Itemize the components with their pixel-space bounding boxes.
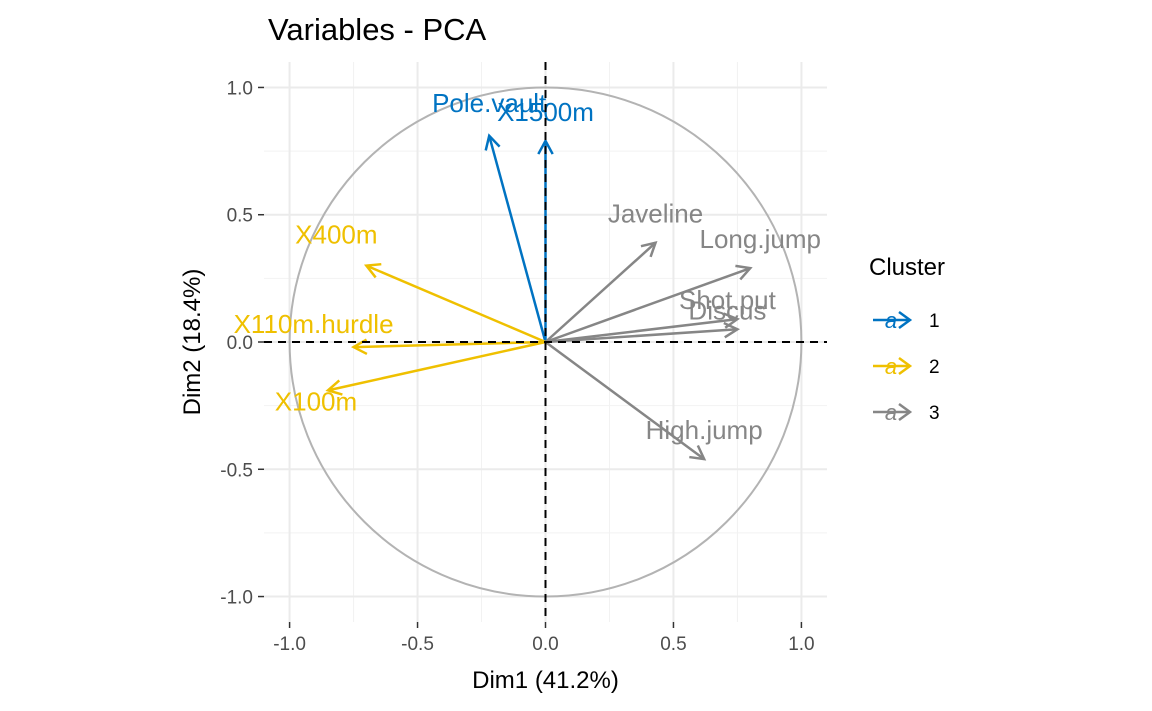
legend-key-arrow <box>898 402 913 422</box>
plot-panel: -1.0 -0.5 0.0 0.5 1.0 -1.0 -0.5 0.0 0.5 1.0 Pole.v… <box>220 62 827 655</box>
variable-arrow <box>487 135 547 343</box>
y-tick-label: 0.5 <box>227 206 253 227</box>
x-tick-label: 0.5 <box>660 634 686 655</box>
variable-label: Pole.vault <box>432 88 547 118</box>
variable-arrow <box>545 267 751 344</box>
y-tick-label: -0.5 <box>220 460 253 481</box>
variable-arrow <box>545 328 738 344</box>
legend-label: 1 <box>929 311 940 332</box>
x-tick-label: -0.5 <box>401 634 434 655</box>
variable-label: Javeline <box>608 199 703 229</box>
arrow-head <box>723 321 741 339</box>
variable-arrow <box>327 340 546 392</box>
x-tick-label: 0.0 <box>532 634 558 655</box>
arrow-head <box>484 133 501 151</box>
y-tick-label: 0.0 <box>227 333 253 354</box>
x-axis-title: Dim1 (41.2%) <box>472 667 619 694</box>
y-tick-label: -1.0 <box>220 588 253 609</box>
x-tick-label: 1.0 <box>788 634 814 655</box>
legend-title: Cluster <box>869 254 945 281</box>
variable-label: Discus <box>688 295 766 325</box>
legend-key-glyph: a <box>885 354 897 379</box>
arrow-head <box>735 264 753 281</box>
variable-label: X400m <box>295 220 377 250</box>
y-tick-label: 1.0 <box>227 78 253 99</box>
variable-label: Shot.put <box>679 285 777 315</box>
arrow-head <box>640 240 658 258</box>
variable-arrow <box>544 340 705 461</box>
legend-label: 3 <box>929 403 940 424</box>
variable-arrow <box>544 241 657 343</box>
chart-title: Variables - PCA <box>268 12 487 47</box>
legend-key-glyph: a <box>885 400 897 425</box>
variable-label: X110m.hurdle <box>234 309 394 339</box>
legend-key-arrow <box>898 356 913 376</box>
variable-label: Long.jump <box>700 224 821 254</box>
legend: Cluster a 1 a 2 a 3 <box>869 254 945 425</box>
y-axis-title: Dim2 (18.4%) <box>179 269 206 416</box>
arrow-head <box>689 444 707 461</box>
arrow-head <box>363 262 382 279</box>
legend-label: 2 <box>929 357 940 378</box>
legend-key-arrow <box>898 310 913 330</box>
x-tick-label: -1.0 <box>273 634 306 655</box>
variable-label: X100m <box>275 386 357 416</box>
arrow-head <box>537 138 554 155</box>
variable-arrow <box>545 317 738 344</box>
variable-arrow <box>365 264 546 344</box>
variable-arrow <box>353 340 546 349</box>
legend-key-glyph: a <box>885 308 897 333</box>
variable-label: High.jump <box>646 415 763 445</box>
arrow-head <box>325 379 343 396</box>
